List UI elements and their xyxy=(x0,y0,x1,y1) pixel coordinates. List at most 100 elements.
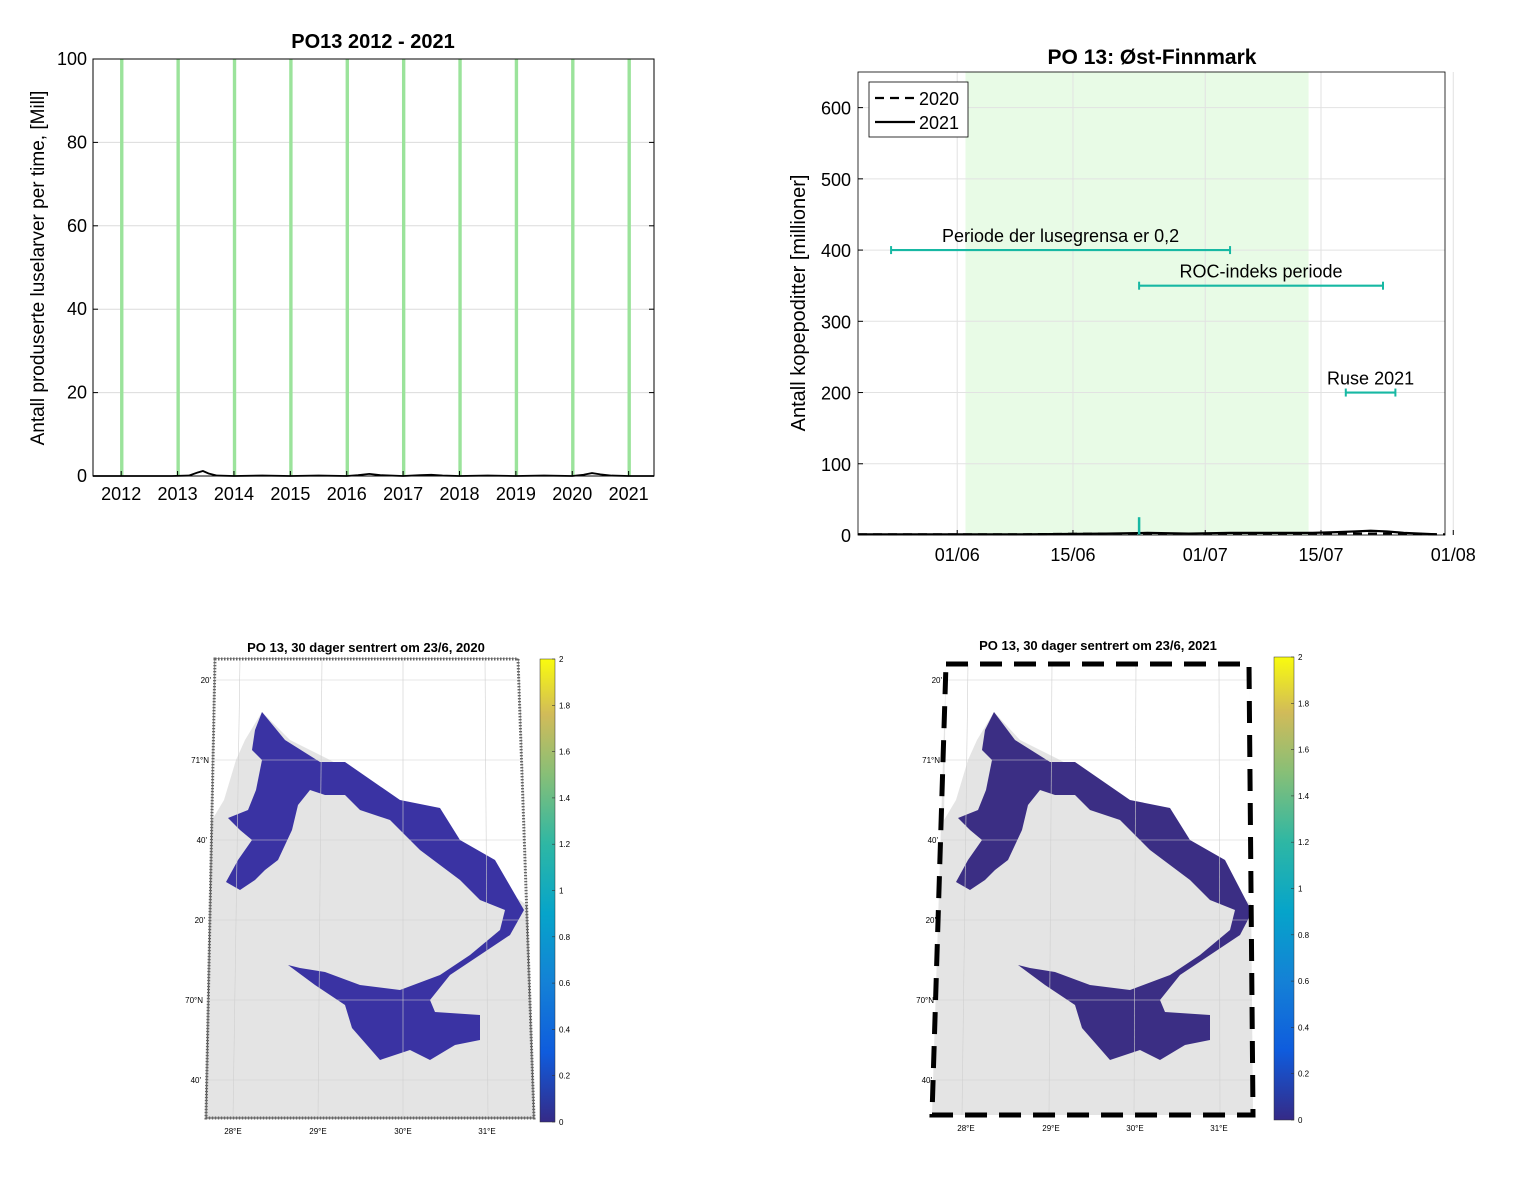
chart1-ytick-label: 20 xyxy=(67,383,87,403)
map2020-title: PO 13, 30 dager sentrert om 23/6, 2020 xyxy=(247,640,485,655)
map2020-frame xyxy=(204,657,536,1120)
chart1-highlight-span xyxy=(514,59,519,476)
map-lat-label: 40' xyxy=(928,836,939,845)
map-lat-label: 20' xyxy=(926,916,937,925)
chart1-xtick-label: 2013 xyxy=(158,484,198,504)
chart2-series-2021 xyxy=(858,529,1437,536)
map-lon-label: 29°E xyxy=(309,1127,326,1136)
chart2-ytick-label: 0 xyxy=(841,526,851,546)
chart2-xtick-label: 01/06 xyxy=(935,545,980,565)
map-lon-label: 30°E xyxy=(394,1127,411,1136)
map2021-sea-white xyxy=(944,664,1252,905)
chart2-ytick-label: 300 xyxy=(821,312,851,332)
map-lat-label: 40' xyxy=(191,1076,202,1085)
annotation-label: Ruse 2021 xyxy=(1327,369,1414,389)
chart2-ytick-label: 600 xyxy=(821,99,851,119)
map-2020: PO 13, 30 dager sentrert om 23/6, 2020 2… xyxy=(185,640,571,1136)
map2020-lon-labels: 28°E 29°E 30°E 31°E xyxy=(224,1127,495,1136)
colorbar-tick-label: 1.8 xyxy=(1298,699,1310,708)
map-lat-label: 20' xyxy=(201,676,212,685)
chart1-highlight-span xyxy=(345,59,349,476)
chart1-xtick-label: 2014 xyxy=(214,484,254,504)
chart1-xtick-label: 2018 xyxy=(439,484,479,504)
chart2-ytick-label: 400 xyxy=(821,241,851,261)
chart1-axes-box xyxy=(92,58,655,477)
chart2-xtick-label: 15/06 xyxy=(1050,545,1095,565)
map-lon-label: 31°E xyxy=(1210,1124,1227,1133)
colorbar-tick-label: 0.6 xyxy=(559,979,571,988)
map-lat-label: 20' xyxy=(195,916,206,925)
chart2-ytick-label: 200 xyxy=(821,384,851,404)
map-lon-label: 30°E xyxy=(1126,1124,1143,1133)
chart1-highlight-span xyxy=(120,59,124,476)
chart1-y-ticks: 0 20 40 60 80 100 xyxy=(57,49,654,486)
chart1-xtick-label: 2015 xyxy=(270,484,310,504)
map2021-lon-labels: 28°E 29°E 30°E 31°E xyxy=(957,1124,1227,1133)
colorbar-tick-label: 1 xyxy=(559,887,564,896)
annotation-label: Periode der lusegrensa er 0,2 xyxy=(942,226,1179,246)
chart2-x-ticks: 01/06 15/06 01/07 15/07 01/08 xyxy=(935,530,1476,565)
chart1-series xyxy=(93,470,654,477)
chart2-xtick-label: 15/07 xyxy=(1298,545,1343,565)
map-lon-label: 28°E xyxy=(957,1124,974,1133)
map-lat-label: 70°N xyxy=(916,996,934,1005)
map-lat-label: 71°N xyxy=(191,756,209,765)
colorbar-tick-label: 1.8 xyxy=(559,701,571,710)
map-lon-label: 31°E xyxy=(478,1127,495,1136)
chart1-xtick-label: 2021 xyxy=(609,484,649,504)
colorbar-tick-label: 0 xyxy=(559,1118,564,1127)
chart2-xtick-label: 01/07 xyxy=(1183,545,1228,565)
chart2-shaded-period xyxy=(965,72,1309,535)
chart1-series-line xyxy=(93,470,654,477)
chart1-title: PO13 2012 - 2021 xyxy=(291,31,454,53)
colorbar-tick-label: 0.2 xyxy=(559,1072,571,1081)
colorbar-tick-label: 1.4 xyxy=(559,794,571,803)
chart1-highlight-span xyxy=(627,59,631,476)
chart1-xtick-label: 2019 xyxy=(496,484,536,504)
annotation-label: ROC-indeks periode xyxy=(1180,262,1343,282)
chart1-xtick-label: 2016 xyxy=(327,484,367,504)
map2020-fjord-fill xyxy=(226,712,524,1060)
chart2-y-ticks: 0 100 200 300 400 500 600 xyxy=(821,99,863,546)
map2021-title: PO 13, 30 dager sentrert om 23/6, 2021 xyxy=(979,638,1217,653)
map-lon-label: 29°E xyxy=(1042,1124,1059,1133)
colorbar-tick-label: 1.6 xyxy=(1298,746,1310,755)
chart1-highlight-span xyxy=(571,59,575,476)
map2021-graticule xyxy=(935,663,1252,1116)
map2020-lat-labels: 20' 71°N 40' 20' 70°N 40' xyxy=(185,676,211,1085)
map2021-colorbar-ticks: 0 0.2 0.4 0.6 0.8 1 1.2 1.4 1.6 1.8 2 xyxy=(1291,653,1310,1125)
chart1-ytick-label: 60 xyxy=(67,216,87,236)
colorbar-tick-label: 0.8 xyxy=(559,933,571,942)
chart1-highlight-span xyxy=(289,59,293,476)
chart1-x-ticks: 2012 2013 2014 2015 2016 2017 2018 2019 2020 2021 xyxy=(101,471,649,504)
chart1-highlight-span xyxy=(401,59,406,476)
map2021-lat-labels: 20' 71°N 40' 20' 70°N 40' xyxy=(916,676,942,1085)
chart1-ytick-label: 40 xyxy=(67,299,87,319)
map-lat-label: 70°N xyxy=(185,996,203,1005)
chart1-xtick-label: 2020 xyxy=(552,484,592,504)
chart1-xtick-label: 2012 xyxy=(101,484,141,504)
chart2-axes-box xyxy=(857,71,1446,536)
colorbar-tick-label: 0 xyxy=(1298,1116,1303,1125)
chart2-xtick-label: 01/08 xyxy=(1431,545,1476,565)
colorbar-tick-label: 1.2 xyxy=(1298,838,1310,847)
map-lat-label: 40' xyxy=(197,836,208,845)
map2020-graticule xyxy=(206,658,533,1119)
colorbar-tick-label: 0.4 xyxy=(1298,1023,1310,1032)
chart1-highlight-span xyxy=(458,59,462,476)
map2020-colorbar-ticks: 0 0.2 0.4 0.6 0.8 1 1.2 1.4 1.6 1.8 2 xyxy=(552,655,571,1127)
map-lat-label: 20' xyxy=(932,676,943,685)
chart1-ytick-label: 80 xyxy=(67,132,87,152)
legend-box xyxy=(868,81,969,138)
chart1-ytick-label: 0 xyxy=(77,466,87,486)
legend-2021-label: 2021 xyxy=(919,113,959,133)
colorbar-tick-label: 1.2 xyxy=(559,840,571,849)
chart2-ytick-label: 100 xyxy=(821,455,851,475)
colorbar-tick-label: 2 xyxy=(1298,653,1303,662)
map2021-frame xyxy=(929,661,1256,1118)
map-2021: PO 13, 30 dager sentrert om 23/6, 2021 2… xyxy=(916,638,1310,1133)
chart2-annotations: Periode der lusegrensa er 0,2ROC-indeks … xyxy=(890,226,1414,535)
map2021-fjord-fill xyxy=(956,712,1252,1060)
